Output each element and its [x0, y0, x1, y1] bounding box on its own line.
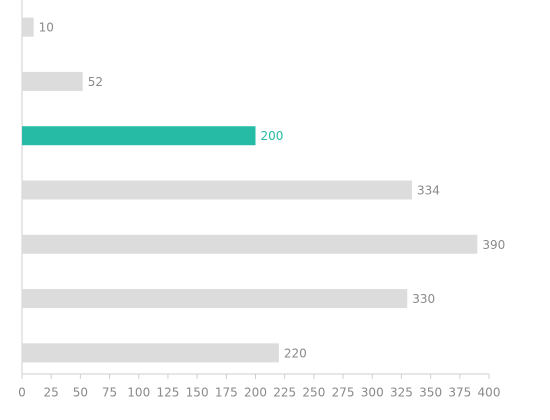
value-label: 330 — [412, 292, 435, 306]
value-label: 220 — [284, 346, 307, 360]
x-tick-label: 25 — [44, 386, 59, 400]
value-label: 334 — [417, 184, 440, 198]
bar — [22, 343, 279, 363]
bar — [22, 17, 34, 37]
x-tick-label: 250 — [302, 386, 325, 400]
x-tick-label: 300 — [361, 386, 384, 400]
x-tick-label: 400 — [478, 386, 501, 400]
x-tick-label: 50 — [73, 386, 88, 400]
x-tick-label: 375 — [448, 386, 471, 400]
x-tick-label: 275 — [332, 386, 355, 400]
value-label: 200 — [261, 129, 284, 143]
x-tick-label: 225 — [273, 386, 296, 400]
x-tick-label: 350 — [419, 386, 442, 400]
bar — [22, 71, 83, 91]
bar — [22, 180, 412, 200]
x-tick-label: 0 — [18, 386, 26, 400]
bar — [22, 126, 256, 146]
x-tick-label: 75 — [102, 386, 117, 400]
value-label: 10 — [39, 21, 54, 35]
value-label: 390 — [482, 238, 505, 252]
x-tick-label: 150 — [186, 386, 209, 400]
x-tick-label: 200 — [244, 386, 267, 400]
bar — [22, 234, 478, 254]
x-tick-label: 175 — [215, 386, 238, 400]
x-tick-label: 125 — [156, 386, 179, 400]
x-tick-label: 100 — [127, 386, 150, 400]
x-tick-label: 325 — [390, 386, 413, 400]
value-label: 52 — [88, 75, 103, 89]
bar — [22, 289, 408, 309]
